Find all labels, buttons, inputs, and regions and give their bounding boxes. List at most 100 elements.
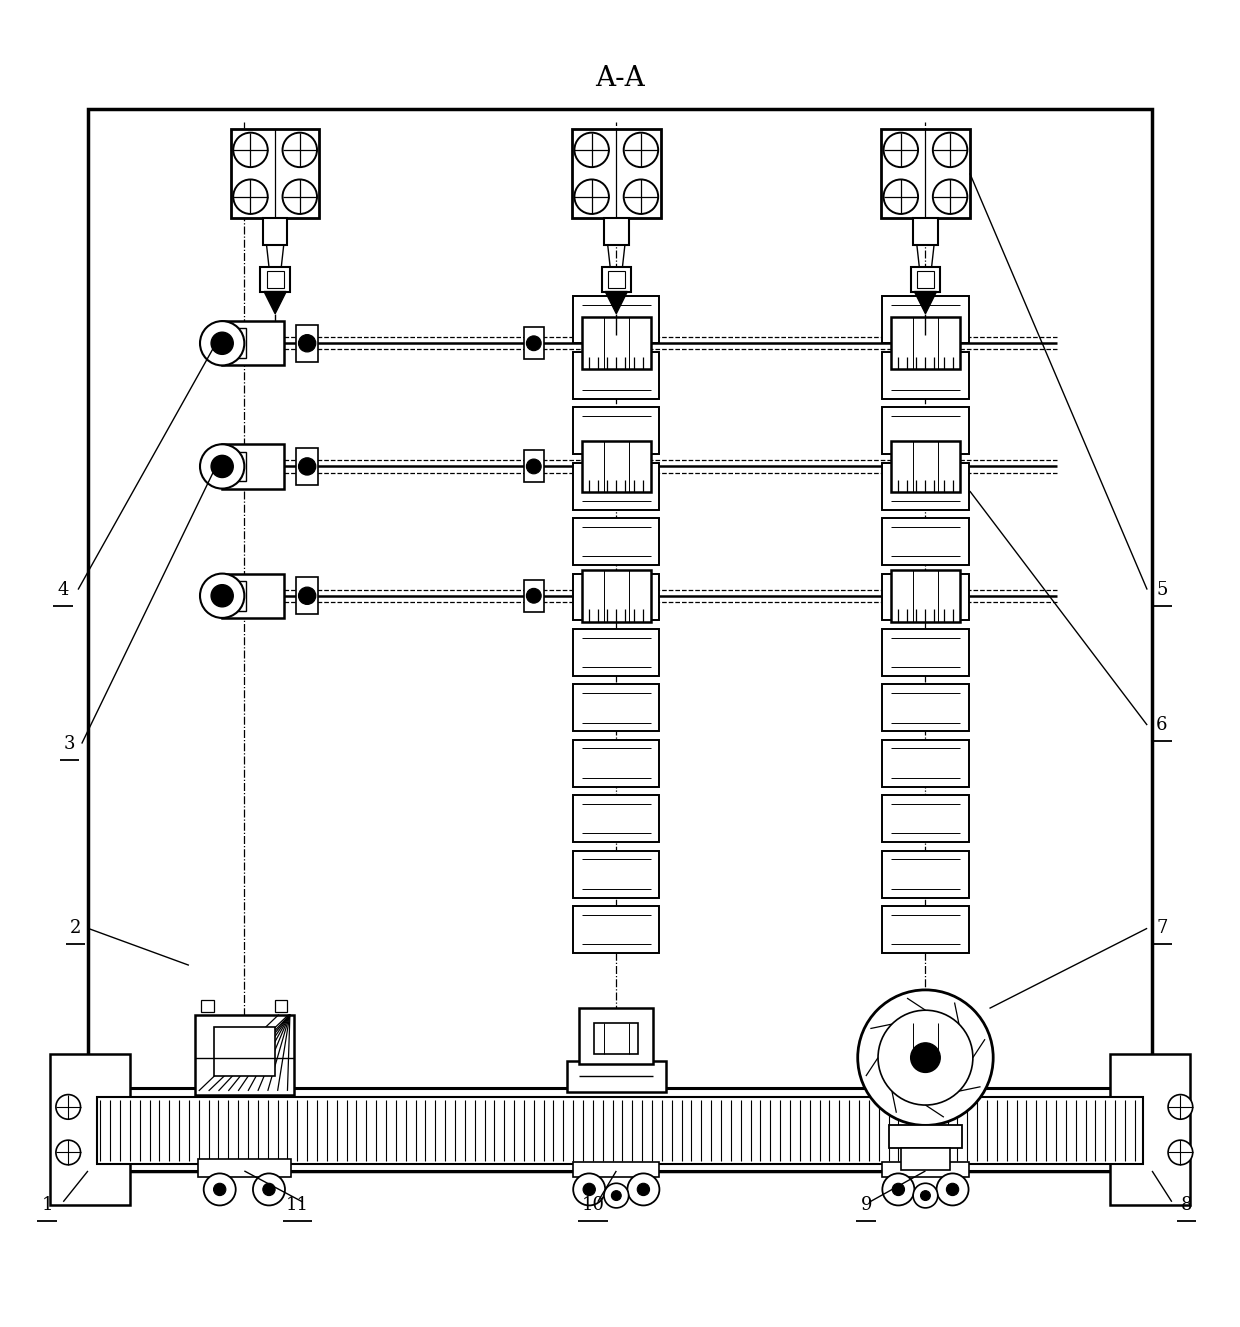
Bar — [201, 999, 213, 1013]
Bar — [231, 129, 320, 218]
Circle shape — [893, 1184, 904, 1196]
Text: 10: 10 — [582, 1197, 604, 1214]
Circle shape — [263, 1184, 275, 1196]
Bar — [226, 581, 246, 610]
Bar — [882, 129, 970, 218]
Circle shape — [200, 445, 244, 488]
Circle shape — [211, 585, 233, 606]
Circle shape — [299, 334, 316, 352]
Bar — [573, 296, 660, 344]
Circle shape — [56, 1095, 81, 1119]
Bar — [572, 129, 661, 218]
Bar — [883, 795, 968, 843]
Circle shape — [627, 1173, 660, 1205]
Circle shape — [913, 1184, 937, 1208]
Circle shape — [233, 133, 268, 167]
Polygon shape — [605, 292, 627, 313]
Bar — [573, 906, 660, 953]
Bar — [573, 629, 660, 675]
Bar — [883, 352, 968, 398]
Circle shape — [611, 1190, 621, 1201]
Bar — [608, 271, 625, 288]
Circle shape — [884, 179, 918, 214]
Text: 5: 5 — [1156, 581, 1168, 598]
Circle shape — [233, 179, 268, 214]
Circle shape — [920, 1190, 930, 1201]
Bar — [573, 352, 660, 398]
Circle shape — [200, 573, 244, 618]
Circle shape — [574, 179, 609, 214]
Circle shape — [213, 1184, 226, 1196]
Bar — [525, 450, 543, 483]
Bar — [883, 518, 968, 565]
Bar — [573, 851, 660, 897]
Bar — [222, 573, 284, 618]
Text: 1: 1 — [41, 1197, 53, 1214]
Bar — [573, 1162, 660, 1177]
Bar — [573, 573, 660, 621]
Circle shape — [946, 1184, 959, 1196]
Bar — [226, 451, 246, 482]
Bar — [567, 1062, 666, 1092]
Circle shape — [299, 587, 316, 604]
Circle shape — [200, 321, 244, 365]
Circle shape — [624, 133, 658, 167]
Circle shape — [574, 133, 609, 167]
Bar — [573, 407, 660, 454]
Bar — [222, 445, 284, 488]
Circle shape — [910, 1043, 940, 1072]
Circle shape — [884, 133, 918, 167]
Circle shape — [858, 990, 993, 1125]
Circle shape — [583, 1184, 595, 1196]
Bar — [525, 580, 543, 612]
Bar — [582, 569, 651, 621]
Bar — [883, 463, 968, 510]
Bar — [883, 629, 968, 675]
Circle shape — [573, 1173, 605, 1205]
Polygon shape — [264, 292, 286, 313]
Bar — [883, 573, 968, 621]
Bar — [226, 329, 246, 358]
Circle shape — [637, 1184, 650, 1196]
Circle shape — [624, 179, 658, 214]
Bar — [573, 795, 660, 843]
Bar — [892, 441, 960, 492]
Bar — [883, 851, 968, 897]
Circle shape — [932, 179, 967, 214]
Bar — [883, 685, 968, 731]
Circle shape — [211, 332, 233, 354]
Bar — [889, 1125, 962, 1148]
Bar — [573, 518, 660, 565]
Bar — [260, 267, 290, 292]
Bar — [573, 685, 660, 731]
Bar — [601, 267, 631, 292]
Bar — [883, 1070, 968, 1095]
Circle shape — [936, 1173, 968, 1205]
Bar — [582, 441, 651, 492]
Polygon shape — [914, 292, 936, 313]
Text: 6: 6 — [1156, 717, 1168, 734]
Circle shape — [527, 588, 541, 604]
Bar — [883, 296, 968, 344]
Bar — [296, 449, 319, 484]
Bar — [267, 271, 284, 288]
Bar — [72, 1088, 1168, 1170]
Bar — [88, 109, 1152, 1170]
Bar — [913, 218, 937, 244]
Circle shape — [1168, 1140, 1193, 1165]
Bar — [207, 1188, 232, 1198]
Circle shape — [883, 1173, 914, 1205]
Bar — [892, 569, 960, 621]
Bar — [50, 1054, 130, 1205]
Text: 11: 11 — [285, 1197, 309, 1214]
Bar — [213, 1027, 275, 1076]
Circle shape — [211, 455, 233, 478]
Bar — [892, 317, 960, 369]
Bar — [197, 1158, 291, 1177]
Bar — [263, 218, 288, 244]
Bar — [910, 267, 940, 292]
Bar — [883, 906, 968, 953]
Circle shape — [527, 459, 541, 474]
Text: 3: 3 — [63, 735, 76, 752]
Bar — [257, 1188, 281, 1198]
